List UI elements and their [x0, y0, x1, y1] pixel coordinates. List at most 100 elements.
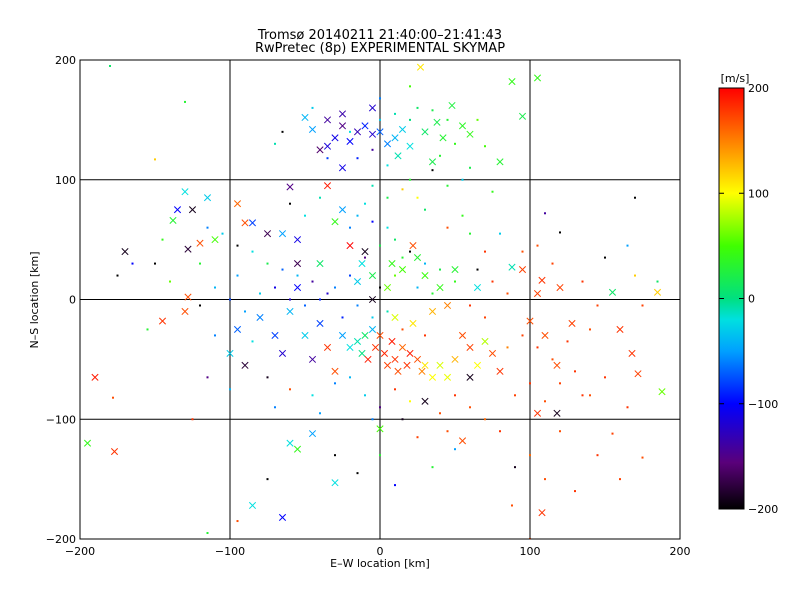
data-point-cross — [323, 343, 332, 351]
data-point-dot — [611, 432, 614, 435]
data-point-cross — [391, 134, 399, 142]
data-point-cross — [398, 266, 407, 274]
data-point-dot — [514, 394, 516, 397]
data-point-cross — [433, 118, 441, 126]
data-point-dot — [229, 388, 231, 391]
data-point-cross — [241, 219, 249, 227]
data-point-cross — [608, 288, 617, 296]
data-point-dot — [199, 304, 201, 307]
data-point-dot — [229, 298, 231, 301]
data-point-dot — [511, 504, 513, 507]
data-point-dot — [281, 130, 284, 133]
data-point-cross — [278, 513, 287, 521]
data-point-dot — [274, 406, 276, 409]
data-point-dot — [266, 262, 269, 265]
data-point-dot — [476, 268, 479, 271]
data-point-dot — [409, 85, 411, 88]
data-point-dot — [604, 256, 606, 259]
data-point-dot — [476, 118, 479, 121]
data-point-dot — [506, 346, 509, 349]
data-point-cross — [533, 289, 542, 298]
data-point-dot — [589, 394, 591, 397]
data-point-dot — [431, 466, 434, 469]
data-point-cross — [553, 409, 561, 417]
colorbar-tick-label: −100 — [748, 398, 778, 411]
data-point-dot — [521, 250, 524, 253]
data-point-cross — [421, 271, 429, 280]
data-point-dot — [112, 396, 114, 399]
data-point-dot — [334, 454, 336, 457]
data-point-dot — [349, 274, 351, 277]
data-point-cross — [391, 355, 399, 363]
data-point-dot — [656, 280, 659, 283]
data-point-dot — [296, 274, 299, 277]
data-point-dot — [371, 184, 374, 187]
data-point-cross — [346, 343, 354, 351]
data-point-dot — [334, 382, 336, 385]
data-point-dot — [529, 382, 531, 385]
data-point-dot — [506, 292, 509, 295]
data-point-dot — [521, 334, 524, 337]
data-point-dot — [266, 478, 269, 481]
data-point-dot — [461, 214, 464, 217]
data-point-dot — [454, 448, 456, 451]
data-point-cross — [496, 158, 504, 166]
data-point-dot — [454, 142, 456, 145]
data-point-cross — [233, 200, 242, 208]
data-point-cross — [331, 218, 339, 226]
data-point-dot — [349, 130, 351, 133]
data-point-cross — [338, 331, 347, 339]
data-point-dot — [401, 188, 404, 191]
data-point-cross — [158, 317, 167, 325]
data-point-cross — [533, 409, 542, 417]
x-axis-ticks: −200 −100 0 100 200 — [65, 545, 691, 558]
data-point-dot — [131, 262, 134, 265]
data-point-cross — [358, 260, 366, 268]
data-point-cross — [383, 140, 392, 148]
data-point-dot — [386, 164, 389, 167]
data-point-dot — [439, 412, 441, 415]
x-tick-label: 200 — [670, 545, 691, 558]
data-point-dot — [221, 232, 224, 235]
data-point-dot — [409, 400, 411, 403]
data-point-dot — [484, 316, 486, 319]
data-point-cross — [368, 104, 377, 112]
data-point-cross — [286, 307, 294, 316]
x-axis-label: E–W location [km] — [330, 557, 430, 570]
data-point-dot — [161, 238, 164, 241]
colorbar-tick-label: 0 — [748, 293, 755, 306]
data-point-dot — [574, 370, 576, 373]
data-point-dot — [544, 212, 546, 215]
data-point-cross — [316, 146, 324, 154]
data-point-dot — [424, 208, 426, 211]
data-point-cross — [421, 397, 429, 405]
data-point-cross — [323, 142, 332, 150]
data-point-dot — [154, 262, 156, 265]
data-point-cross — [211, 236, 219, 244]
data-point-cross — [301, 331, 309, 339]
data-point-cross — [443, 301, 452, 310]
data-point-dot — [349, 226, 351, 229]
colorbar: [m/s] 200 100 0 −100 −200 — [718, 72, 778, 516]
data-point-cross — [391, 313, 399, 322]
data-point-dot — [289, 202, 291, 205]
data-point-cross — [110, 448, 119, 456]
data-point-cross — [121, 248, 129, 256]
data-point-dot — [439, 268, 441, 271]
data-point-cross — [508, 78, 516, 86]
data-point-cross — [338, 122, 347, 130]
data-point-dot — [379, 118, 381, 121]
data-point-cross — [383, 283, 392, 292]
data-point-cross — [256, 313, 264, 322]
data-point-cross — [371, 343, 380, 351]
data-point-dot — [259, 292, 261, 295]
y-axis-label: N–S location [km] — [28, 251, 41, 348]
data-point-dot — [356, 157, 359, 160]
data-point-cross — [508, 263, 516, 271]
data-point-dot — [469, 166, 471, 169]
data-point-cross — [181, 188, 189, 196]
data-point-dot — [596, 304, 599, 307]
data-point-dot — [371, 220, 374, 223]
data-point-dot — [364, 202, 366, 205]
data-point-dot — [469, 232, 471, 235]
